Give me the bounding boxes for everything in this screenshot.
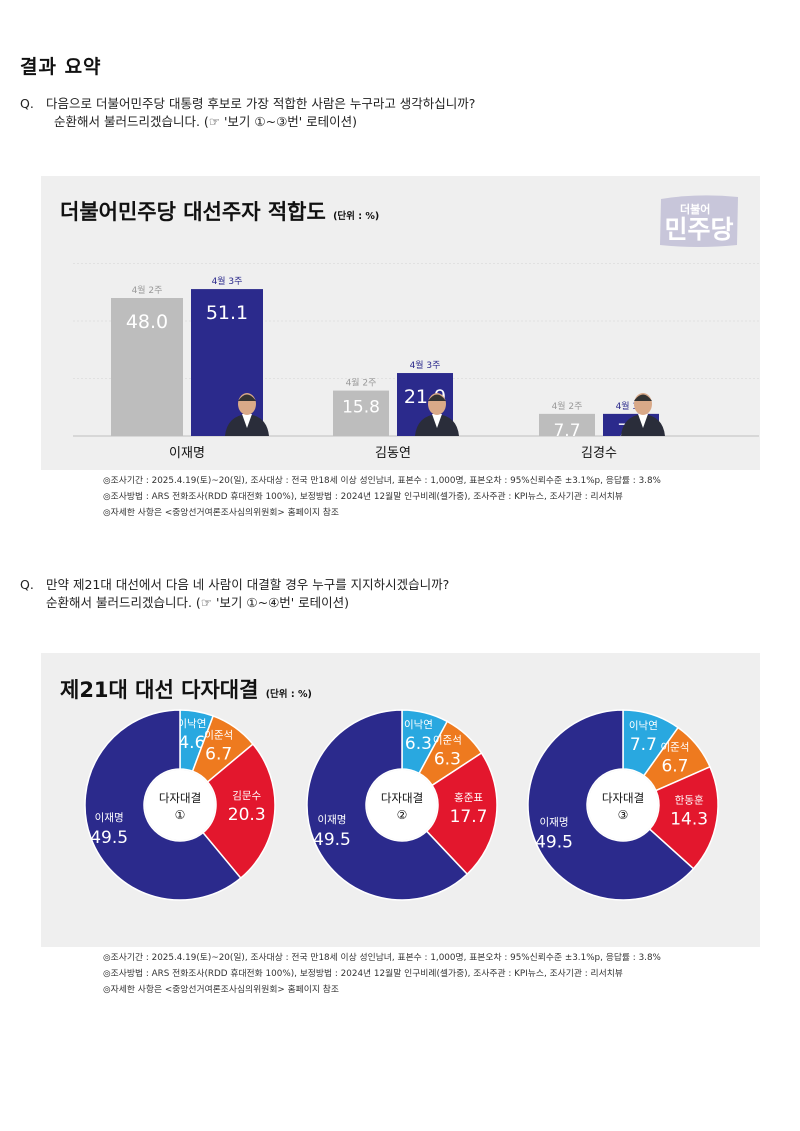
notes-reference: ◎자세한 사항은 <중앙선거여론조사심의위원회> 홈페이지 참조 (103, 985, 339, 995)
slice-label: 이재명 (317, 814, 346, 826)
photo-hair (634, 394, 652, 401)
slice-label: 김문수 (232, 790, 261, 802)
category-label-이재명: 이재명 (169, 446, 205, 461)
slice-value: 17.7 (450, 807, 488, 827)
slice-value: 49.5 (535, 832, 573, 852)
candidate-photo-김동연 (415, 393, 459, 436)
photo-hair (428, 394, 446, 401)
donut-center-number: ② (397, 808, 408, 822)
chart-2-title: 제21대 대선 다자대결 (단위 : %) (60, 678, 312, 702)
slice-label: 이준석 (660, 742, 689, 754)
photo-shirt (638, 414, 648, 428)
slice-한동훈 (648, 765, 719, 870)
bar-period-label: 4월 3주 (212, 275, 243, 287)
category-label-김동연: 김동연 (375, 446, 411, 461)
donut-center-number: ③ (618, 808, 629, 822)
chart-1-unit: (단위 : %) (333, 211, 380, 222)
question-2: Q. 만약 제21대 대선에서 다음 네 사람이 대결할 경우 누구를 지지하시… (20, 576, 780, 616)
question-1-text: 다음으로 더불어민주당 대통령 후보로 가장 적합한 사람은 누구라고 생각하십… (46, 96, 476, 111)
photo-shirt (432, 414, 442, 428)
logo-small-text: 더불어 (680, 202, 710, 216)
notes-method: ◎조사방법 : ARS 전화조사(RDD 휴대전화 100%), 보정방법 : … (103, 969, 623, 979)
notes-reference: ◎자세한 사항은 <중앙선거여론조사심의위원회> 홈페이지 참조 (103, 508, 339, 518)
donut-center-label: 다자대결 (602, 791, 644, 805)
bar-value-label: 7.7 (553, 421, 580, 441)
bar-value-label: 15.8 (342, 398, 380, 418)
notes-period: ◎조사기간 : 2025.4.19(토)~20(일), 조사대상 : 전국 만1… (103, 476, 661, 486)
question-1-instruction: 순환해서 불러드리겠습니다. (☞ '보기 ①~③번' 로테이션) (54, 114, 358, 129)
slice-label: 이준석 (204, 729, 233, 741)
slice-value: 7.7 (630, 735, 657, 755)
question-2-text: 만약 제21대 대선에서 다음 네 사람이 대결할 경우 누구를 지지하시겠습니… (46, 577, 450, 592)
slice-label: 이준석 (433, 735, 462, 747)
photo-shirt (242, 414, 252, 428)
donut-hole (367, 770, 437, 840)
bar-period-label: 4월 2주 (346, 377, 377, 389)
slice-value: 6.7 (661, 757, 688, 777)
donut-center-label: 다자대결 (381, 791, 423, 805)
donut-chart-3: 이낙연 7.7 이준석 6.7 한동훈 14.3 이재명 49.5 다자대결 ③ (527, 709, 719, 901)
question-1: Q. 다음으로 더불어민주당 대통령 후보로 가장 적합한 사람은 누구라고 생… (20, 95, 780, 135)
slice-value: 4.6 (178, 733, 205, 753)
slice-value: 6.3 (434, 750, 461, 770)
notes-period: ◎조사기간 : 2025.4.19(토)~20(일), 조사대상 : 전국 만1… (103, 953, 661, 963)
candidate-photo-김경수 (621, 393, 665, 436)
bar-period-label: 4월 3주 (410, 359, 441, 371)
logo-big-text: 민주당 (664, 215, 733, 244)
slice-label: 이재명 (540, 816, 569, 828)
slice-value: 49.5 (90, 828, 128, 848)
chart-1-title: 더불어민주당 대선주자 적합도 (단위 : %) (60, 200, 380, 224)
page-title: 결과 요약 (20, 56, 102, 78)
category-label-김경수: 김경수 (581, 446, 617, 461)
slice-value: 20.3 (228, 805, 266, 825)
bar-period-label: 4월 2주 (552, 400, 583, 412)
slice-이재명 (527, 709, 695, 901)
slice-홍준표 (425, 752, 498, 876)
chart-2-unit: (단위 : %) (265, 689, 312, 700)
bar-이재명-1 (111, 298, 183, 436)
slice-김문수 (201, 743, 276, 880)
slice-이재명 (84, 709, 242, 901)
bar-value-label: 48.0 (126, 311, 168, 333)
slice-label: 이낙연 (177, 718, 206, 730)
donut-hole (588, 770, 658, 840)
slice-value: 6.3 (405, 734, 432, 754)
slice-label: 홍준표 (454, 791, 483, 804)
donut-center-number: ① (175, 808, 186, 822)
democratic-party-logo: 더불어 민주당 (658, 193, 740, 249)
bar-김동연-1 (333, 390, 389, 436)
slice-value: 49.5 (313, 830, 351, 850)
donut-hole (145, 770, 215, 840)
question-marker: Q. (20, 96, 34, 111)
bar-김경수-1 (539, 413, 595, 436)
survey-notes-1: ◎조사기간 : 2025.4.19(토)~20(일), 조사대상 : 전국 만1… (103, 473, 661, 521)
slice-value: 6.7 (205, 744, 232, 764)
question-marker: Q. (20, 577, 34, 592)
slice-이재명 (306, 709, 469, 901)
slice-value: 14.3 (670, 810, 708, 830)
survey-notes-2: ◎조사기간 : 2025.4.19(토)~20(일), 조사대상 : 전국 만1… (103, 950, 661, 998)
candidate-photo-이재명 (225, 393, 269, 436)
slice-label: 이재명 (95, 812, 124, 824)
question-2-instruction: 순환해서 불러드리겠습니다. (☞ '보기 ①~④번' 로테이션) (46, 595, 350, 610)
slice-label: 이낙연 (629, 720, 658, 732)
slice-label: 한동훈 (675, 794, 704, 807)
photo-hair (238, 394, 256, 401)
bar-period-label: 4월 2주 (132, 284, 163, 296)
bar-value-label: 51.1 (206, 302, 248, 324)
donut-center-label: 다자대결 (159, 791, 201, 805)
notes-method: ◎조사방법 : ARS 전화조사(RDD 휴대전화 100%), 보정방법 : … (103, 492, 623, 502)
slice-label: 이낙연 (404, 719, 433, 731)
